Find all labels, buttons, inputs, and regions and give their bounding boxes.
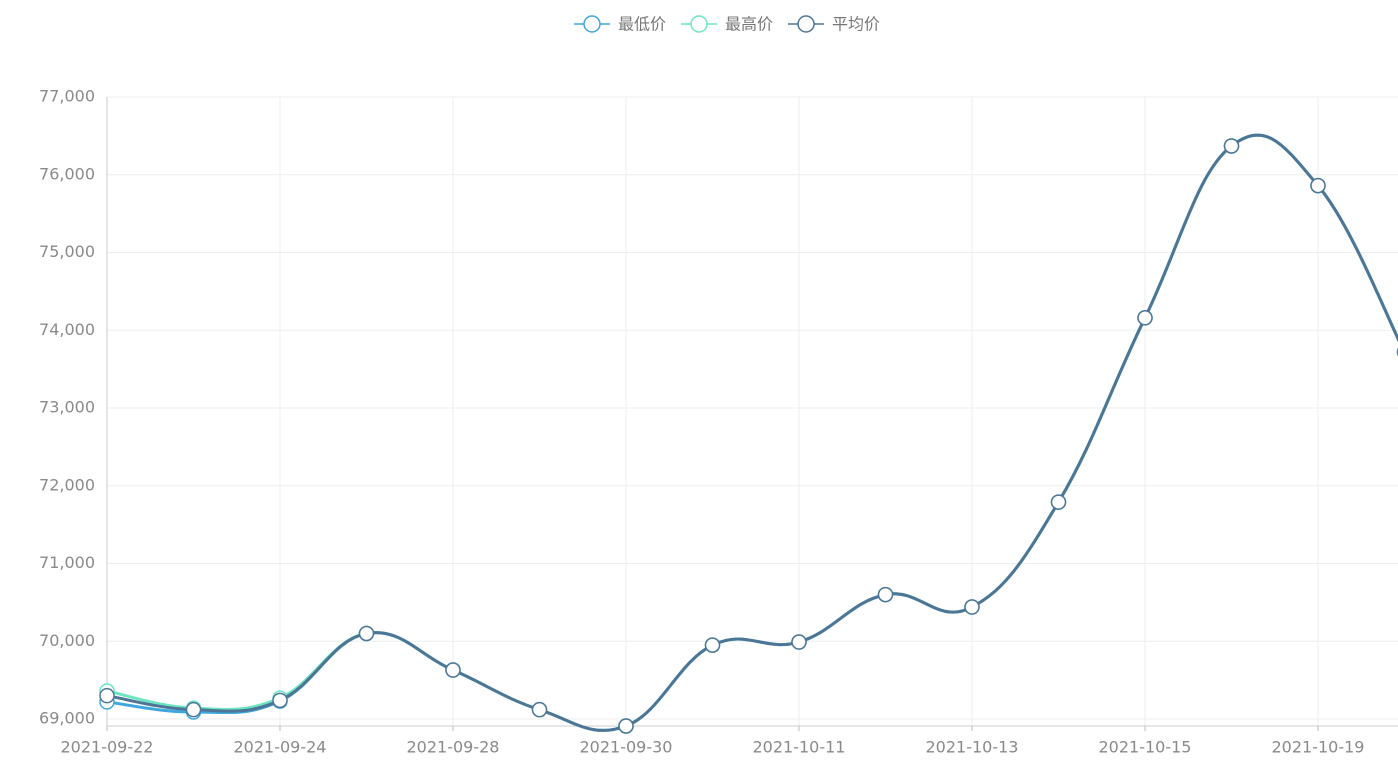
point-marker [1137, 310, 1153, 326]
point-marker [791, 634, 807, 650]
legend-marker [797, 15, 815, 33]
y-tick-label: 76,000 [39, 164, 95, 183]
point-marker [185, 701, 202, 718]
y-tick-label: 75,000 [39, 242, 95, 261]
y-tick-label: 72,000 [39, 475, 95, 494]
point-marker [445, 662, 461, 678]
x-tick-label: 2021-10-11 [753, 738, 846, 757]
y-tick-label: 73,000 [39, 398, 95, 417]
point-marker [964, 599, 980, 615]
point-marker [877, 586, 894, 603]
point-marker [99, 687, 115, 704]
y-tick-label: 71,000 [39, 553, 95, 572]
y-tick-label: 69,000 [39, 709, 95, 728]
point-marker [272, 692, 288, 709]
point-marker [1310, 177, 1326, 194]
point-marker [1050, 494, 1067, 510]
y-tick-label: 70,000 [39, 631, 95, 650]
x-tick-label: 2021-10-19 [1272, 738, 1365, 757]
x-tick-label: 2021-09-24 [234, 738, 327, 757]
y-tick-label: 74,000 [39, 320, 95, 339]
y-tick-label: 77,000 [39, 87, 95, 106]
legend-label: 平均价 [832, 15, 880, 34]
legend-marker [690, 15, 708, 33]
x-tick-label: 2021-09-28 [407, 738, 500, 757]
legend-label: 最低价 [618, 15, 666, 34]
legend-label: 最高价 [725, 15, 773, 34]
x-tick-label: 2021-10-15 [1099, 738, 1192, 757]
legend-marker [583, 15, 601, 33]
point-marker [1223, 138, 1240, 154]
x-tick-label: 2021-09-22 [61, 738, 154, 757]
x-tick-label: 2021-09-30 [580, 738, 673, 757]
legend: 最低价 最高价 平均价 [574, 15, 880, 34]
point-marker [358, 625, 375, 642]
x-tick-label: 2021-10-13 [926, 738, 1019, 757]
point-marker [704, 637, 721, 653]
point-marker [618, 718, 634, 734]
point-marker [531, 701, 548, 718]
